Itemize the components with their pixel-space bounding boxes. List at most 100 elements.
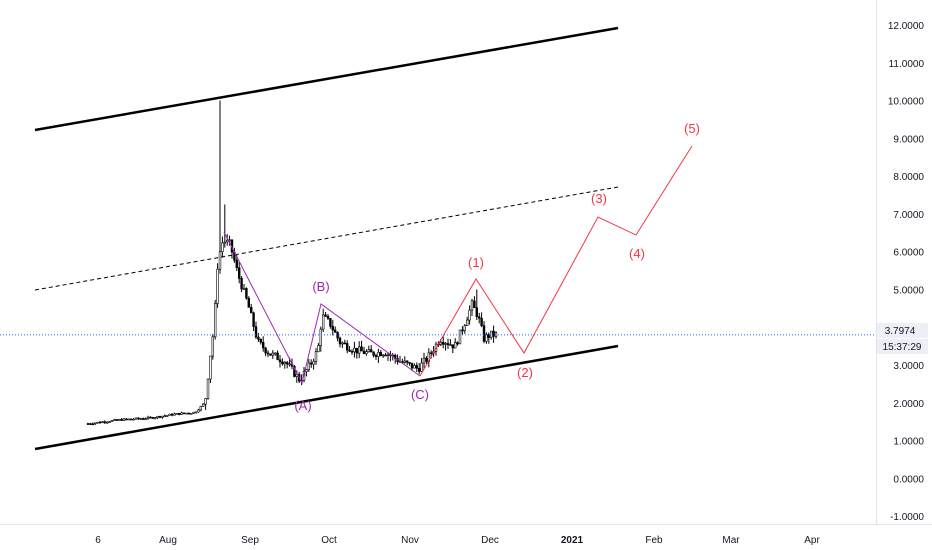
candle	[482, 321, 486, 344]
time-tick-label: Nov	[401, 535, 419, 546]
countdown-value: 15:37:29	[883, 342, 922, 353]
candle	[343, 339, 346, 345]
candle	[98, 421, 102, 424]
candle	[247, 296, 250, 308]
candle	[487, 332, 490, 344]
impulse-wave-path[interactable]	[419, 145, 693, 377]
candle	[238, 261, 241, 284]
candle	[94, 422, 97, 425]
price-axis[interactable]: 12.0000 11.0000 10.0000 9.0000 8.0000 7.0000 6…	[888, 21, 925, 523]
candle	[475, 289, 478, 321]
candle	[108, 420, 111, 423]
candle	[425, 356, 428, 365]
candle	[458, 329, 462, 345]
candle	[154, 417, 157, 420]
candle	[360, 340, 363, 352]
candle	[202, 403, 205, 407]
price-tick-label: 1.0000	[893, 437, 924, 448]
candle	[473, 296, 476, 309]
price-tick-label: 7.0000	[893, 210, 924, 221]
candle	[453, 338, 457, 349]
price-tick-label: 6.0000	[893, 248, 924, 259]
candle	[146, 415, 150, 420]
candle	[192, 411, 195, 414]
candle	[350, 349, 354, 355]
candle	[226, 234, 229, 246]
candle	[91, 422, 95, 426]
candle	[293, 364, 296, 378]
candle	[377, 348, 380, 363]
candle	[331, 319, 334, 336]
candle	[187, 412, 190, 415]
candle	[125, 418, 128, 421]
price-tick-label: 12.0000	[888, 21, 925, 32]
candle	[348, 346, 351, 352]
candle	[326, 313, 330, 320]
candle	[173, 412, 176, 416]
candle	[86, 422, 90, 425]
abc-correction[interactable]	[223, 231, 421, 385]
candle	[329, 318, 332, 329]
candle	[118, 418, 121, 421]
candle	[158, 415, 162, 419]
candle	[461, 326, 464, 335]
candle	[415, 362, 418, 372]
candle	[110, 419, 114, 422]
candle	[446, 338, 450, 349]
price-tag-box	[877, 323, 928, 338]
candle	[465, 316, 469, 327]
price-tick-label: 9.0000	[893, 134, 924, 145]
channel-upper-line[interactable]	[34, 26, 619, 132]
candle	[408, 361, 411, 366]
impulse-wave-projection[interactable]	[419, 145, 693, 377]
candle	[190, 412, 193, 415]
candle	[211, 334, 214, 360]
candle	[206, 378, 210, 400]
candle	[384, 352, 387, 357]
candle	[120, 417, 123, 421]
chart-pane[interactable]: (A) (B) (C) (1) (2) (3) (4) (5)	[0, 0, 876, 524]
channel-lower-line[interactable]	[34, 344, 619, 451]
candle	[261, 336, 265, 352]
price-tick-label: 0.0000	[893, 474, 924, 485]
candle	[271, 350, 274, 359]
candle	[468, 305, 471, 325]
time-axis[interactable]: 6 Aug Sep Oct Nov Dec 2021 Feb Mar Apr	[95, 535, 820, 546]
candle	[417, 363, 421, 375]
impulse-wave-label: (5)	[684, 121, 700, 136]
candle	[259, 338, 262, 345]
candle	[166, 415, 169, 417]
candle	[307, 358, 310, 372]
candle	[122, 418, 126, 421]
candle	[379, 350, 382, 357]
time-tick-label: Aug	[159, 535, 177, 546]
candle	[374, 353, 378, 360]
price-tick-label: 8.0000	[893, 172, 924, 183]
candle	[168, 413, 171, 416]
candle	[278, 354, 282, 368]
candle	[209, 355, 212, 384]
candle	[139, 417, 142, 420]
candle	[492, 325, 495, 343]
candle	[161, 415, 164, 419]
candle	[163, 414, 166, 418]
candle	[204, 398, 207, 410]
candle	[273, 352, 277, 356]
channel-median-line[interactable]	[34, 186, 619, 291]
candle	[367, 345, 370, 353]
candle	[254, 321, 258, 340]
candle	[441, 335, 445, 349]
candle	[178, 413, 181, 416]
parallel-channel[interactable]	[34, 26, 619, 451]
candle	[285, 360, 289, 369]
candle	[403, 356, 406, 364]
candle	[103, 420, 107, 424]
abc-wave-label: (A)	[294, 398, 311, 413]
candle	[312, 358, 315, 370]
candle	[199, 405, 202, 412]
abc-wave-path[interactable]	[223, 231, 421, 385]
current-price-tag: 3.7974 15:37:29	[877, 323, 928, 354]
candle	[365, 349, 368, 356]
candle	[170, 413, 174, 417]
